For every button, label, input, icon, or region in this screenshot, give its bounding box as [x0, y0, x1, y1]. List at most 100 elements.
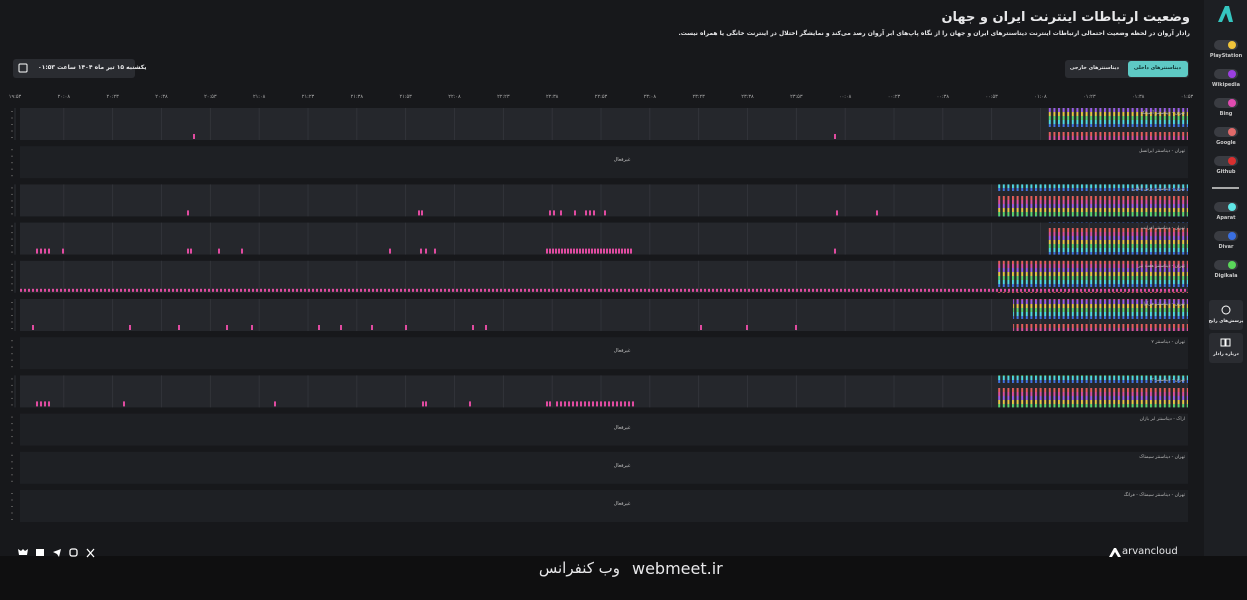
status-mark [592, 401, 594, 407]
book-icon [1220, 338, 1231, 347]
y-tick [11, 193, 13, 195]
row-name: تهران - دیتاسنتر افرانت [1140, 225, 1185, 231]
status-bars [997, 375, 1188, 408]
brand-logo[interactable] [1109, 548, 1121, 557]
nav-label[interactable]: درباره رادار [1213, 352, 1239, 357]
time-tick: ۲۱:۳۸ [350, 94, 364, 100]
status-mark [624, 248, 626, 254]
status-mark [616, 401, 618, 407]
logo[interactable] [1218, 6, 1233, 22]
row-name: تهران - دیتاسنتر سیمتاک - فرانگ [1123, 493, 1185, 498]
status-mark [123, 401, 125, 407]
status-mark [560, 401, 562, 407]
y-tick [11, 378, 13, 380]
y-tick [11, 391, 13, 393]
status-mark [746, 325, 748, 330]
telegram-icon[interactable] [53, 549, 61, 557]
status-mark [606, 248, 608, 254]
y-tick [11, 467, 13, 469]
status-mark [589, 210, 591, 216]
status-mark [576, 248, 578, 254]
y-tick [11, 506, 13, 507]
status-mark [564, 401, 566, 407]
status-mark [425, 248, 427, 254]
status-mark [630, 248, 632, 254]
status-mark [584, 401, 586, 407]
status-mark [389, 248, 391, 254]
status-mark [596, 401, 598, 407]
status-mark [418, 210, 420, 216]
status-mark [588, 248, 590, 254]
status-mark [40, 401, 42, 407]
status-mark [564, 248, 566, 254]
status-mark [549, 248, 551, 254]
date-button[interactable] [13, 59, 135, 78]
row-bg [20, 299, 1188, 331]
y-tick [11, 474, 13, 476]
tab[interactable]: دیتاسنترهای داخلی [1133, 65, 1181, 71]
y-tick [11, 416, 13, 418]
y-tick [11, 111, 13, 112]
status-mark [552, 248, 554, 254]
toggle-dot [1228, 261, 1236, 269]
status-mark [836, 210, 838, 216]
gitlab-icon[interactable] [18, 549, 28, 555]
linkedin-icon[interactable] [36, 549, 44, 556]
instagram-icon[interactable] [69, 548, 78, 557]
y-tick [11, 519, 13, 520]
nav-label[interactable]: پرسش‌های رایج [1208, 319, 1244, 324]
nav-box[interactable] [1209, 300, 1243, 330]
y-tick [11, 321, 13, 323]
nav-box[interactable] [1209, 333, 1243, 363]
status-mark [421, 210, 423, 216]
time-tick: ۰۰:۲۳ [887, 94, 901, 100]
y-tick [11, 232, 13, 234]
y-tick [11, 359, 13, 361]
status-mark [469, 401, 471, 407]
status-mark [585, 210, 587, 216]
status-mark [567, 248, 569, 254]
time-tick: ۲۲:۲۳ [497, 94, 510, 100]
faq-icon [1221, 305, 1231, 315]
status-mark [615, 248, 617, 254]
time-tick: ۲۰:۰۸ [57, 94, 71, 100]
status-mark [573, 248, 575, 254]
status-mark [700, 325, 702, 330]
date-label[interactable]: یکشنبه ۱۵ تیر ماه ۱۴۰۴ ساعت ۰۱:۵۳ [38, 64, 147, 71]
tab-active[interactable] [1128, 61, 1188, 77]
status-mark [600, 248, 602, 254]
row-status: غیرفعال [613, 501, 631, 507]
status-dashes [20, 288, 1188, 292]
x-icon[interactable] [86, 548, 95, 558]
status-mark [187, 248, 189, 254]
tab[interactable]: دیتاسنترهای خارجی [1069, 65, 1119, 71]
y-tick [11, 149, 13, 151]
status-bars [1048, 222, 1188, 255]
y-tick [11, 493, 13, 494]
row-name: اراک - دیتاسنتر ابر بازان [1139, 416, 1185, 422]
service-label: Google [1216, 140, 1236, 146]
status-mark [558, 248, 560, 254]
y-tick [11, 270, 13, 272]
status-mark [618, 248, 620, 254]
status-bars [997, 260, 1188, 293]
status-mark [44, 248, 46, 254]
y-tick [11, 168, 13, 170]
time-tick: ۲۳:۵۳ [790, 94, 803, 100]
status-mark [572, 401, 574, 407]
y-tick [11, 263, 13, 265]
row-name: تهران - دیتاسنتر فن‌آوا [1143, 302, 1185, 307]
y-tick [11, 429, 13, 431]
status-mark [570, 248, 572, 254]
toggle-dot [1228, 99, 1236, 107]
y-tick [11, 213, 13, 215]
service-label: Digikala [1214, 273, 1238, 279]
row-bg [20, 451, 1188, 484]
time-tick: ۰۱:۵۳ [1180, 94, 1194, 100]
status-mark [608, 401, 610, 407]
status-mark [62, 248, 64, 254]
time-tick: ۲۳:۲۳ [692, 94, 705, 100]
time-tick: ۱۹:۵۳ [8, 94, 22, 100]
toggle-dot [1228, 157, 1236, 165]
brand[interactable]: arvancloud [1122, 546, 1178, 557]
